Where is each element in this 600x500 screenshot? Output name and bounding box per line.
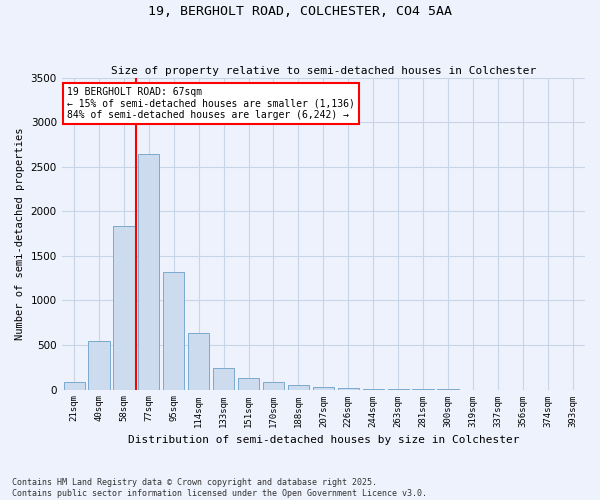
Bar <box>288 385 309 390</box>
Bar <box>88 342 110 390</box>
Bar <box>238 378 259 390</box>
Bar <box>313 387 334 390</box>
Bar <box>64 382 85 390</box>
Bar <box>188 332 209 390</box>
Text: Contains HM Land Registry data © Crown copyright and database right 2025.
Contai: Contains HM Land Registry data © Crown c… <box>12 478 427 498</box>
Bar <box>213 368 234 390</box>
Bar <box>113 226 134 390</box>
X-axis label: Distribution of semi-detached houses by size in Colchester: Distribution of semi-detached houses by … <box>128 435 519 445</box>
Text: 19, BERGHOLT ROAD, COLCHESTER, CO4 5AA: 19, BERGHOLT ROAD, COLCHESTER, CO4 5AA <box>148 5 452 18</box>
Bar <box>362 389 384 390</box>
Y-axis label: Number of semi-detached properties: Number of semi-detached properties <box>15 128 25 340</box>
Bar <box>338 388 359 390</box>
Title: Size of property relative to semi-detached houses in Colchester: Size of property relative to semi-detach… <box>111 66 536 76</box>
Bar <box>263 382 284 390</box>
Text: 19 BERGHOLT ROAD: 67sqm
← 15% of semi-detached houses are smaller (1,136)
84% of: 19 BERGHOLT ROAD: 67sqm ← 15% of semi-de… <box>67 87 355 120</box>
Bar <box>163 272 184 390</box>
Bar <box>138 154 160 390</box>
